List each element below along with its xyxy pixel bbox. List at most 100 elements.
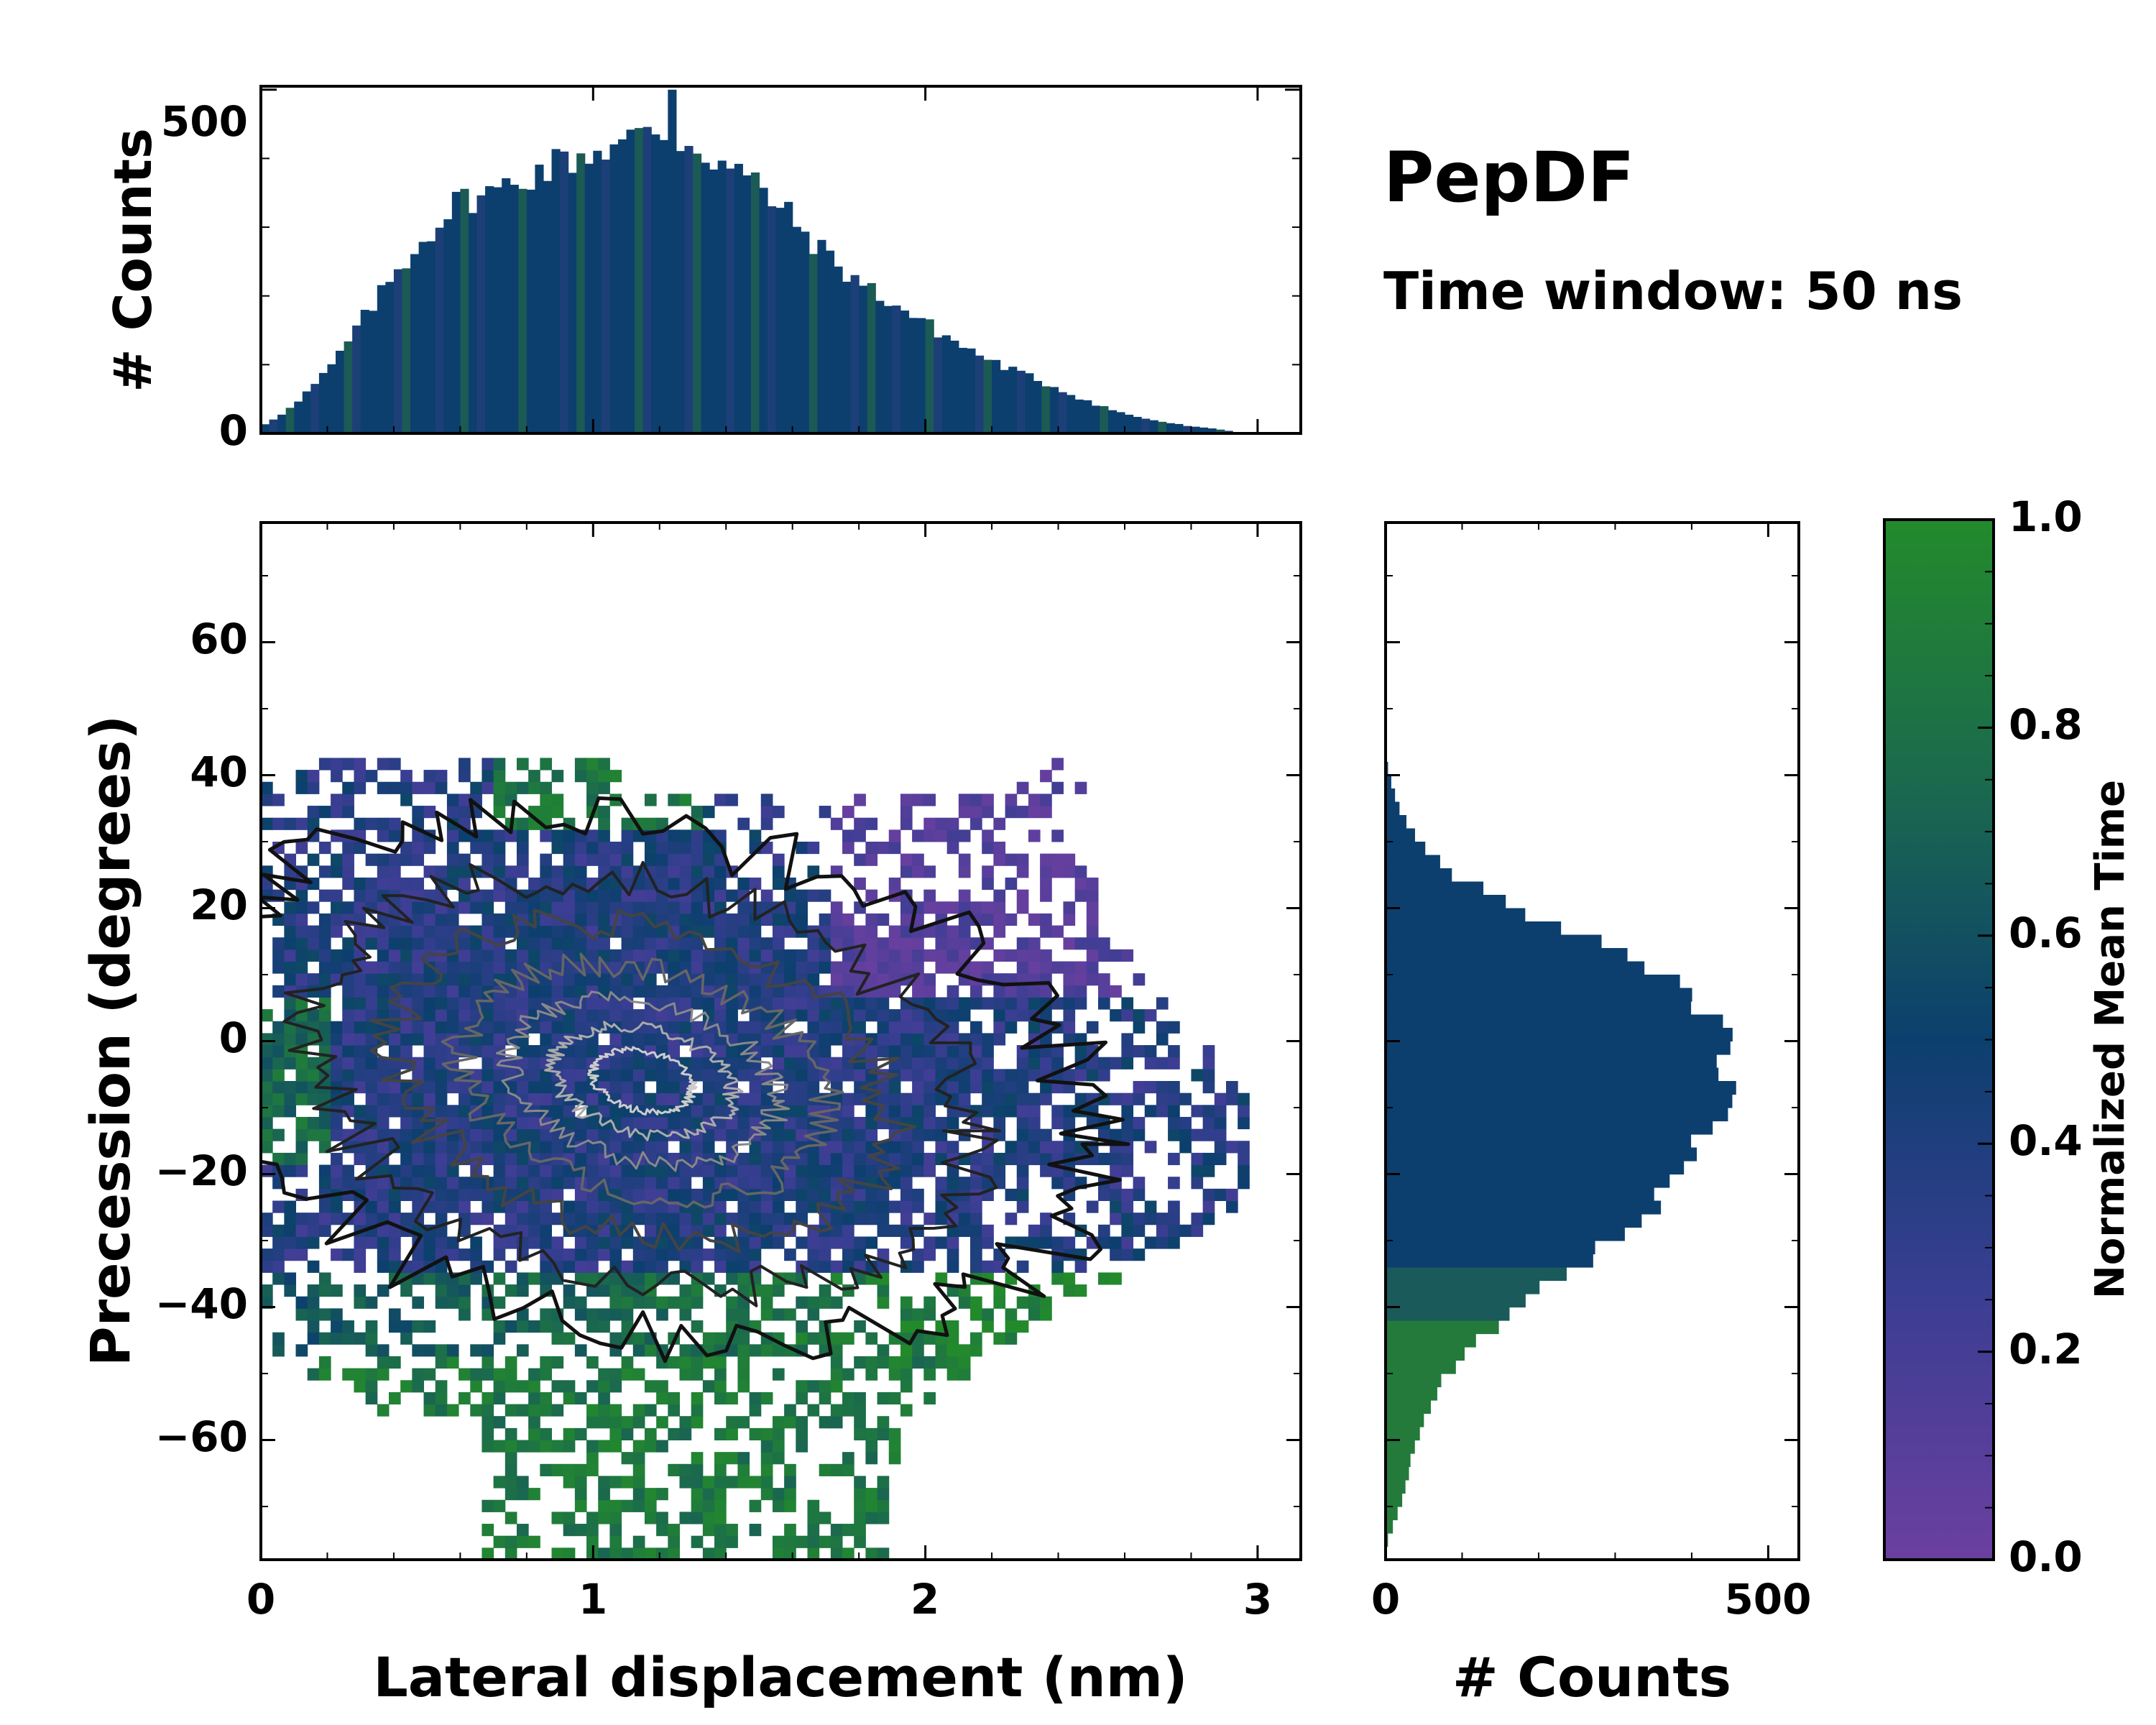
- right-hist-bar: [1386, 868, 1452, 883]
- heatmap-cell: [714, 937, 727, 950]
- heatmap-cell: [819, 1284, 831, 1297]
- heatmap-cell: [470, 1081, 482, 1094]
- heatmap-cell: [563, 1248, 576, 1261]
- heatmap-cell: [935, 961, 948, 974]
- heatmap-cell: [423, 1152, 436, 1166]
- colorbar-ticks: [1978, 518, 1994, 1561]
- heatmap-cell: [1016, 806, 1029, 819]
- heatmap-cell: [749, 1427, 762, 1440]
- heatmap-cell: [714, 1463, 727, 1476]
- heatmap-cell: [784, 1547, 796, 1560]
- heatmap-cell: [865, 842, 878, 855]
- heatmap-cell: [935, 997, 948, 1010]
- heatmap-cell: [830, 901, 843, 914]
- heatmap-cell: [935, 1200, 948, 1213]
- heatmap-cell: [691, 1392, 704, 1405]
- heatmap-cell: [714, 853, 727, 866]
- heatmap-cell: [586, 1164, 599, 1177]
- heatmap-cell: [668, 829, 680, 842]
- heatmap-cell: [691, 1499, 704, 1512]
- heatmap-cell: [446, 829, 459, 842]
- heatmap-cell: [1168, 1105, 1180, 1118]
- heatmap-cell: [749, 973, 762, 986]
- heatmap-cell: [993, 1332, 1006, 1345]
- heatmap-cell: [668, 1092, 680, 1105]
- heatmap-cell: [365, 853, 378, 866]
- heatmap-cell: [714, 1368, 727, 1381]
- heatmap-cell: [1110, 985, 1122, 998]
- heatmap-cell: [656, 1092, 668, 1105]
- heatmap-cell: [342, 961, 354, 974]
- heatmap-cell: [1040, 1057, 1052, 1070]
- heatmap-cell: [1040, 985, 1052, 998]
- heatmap-cell: [388, 949, 401, 962]
- heatmap-cell: [493, 1272, 506, 1285]
- heatmap-cell: [261, 1057, 273, 1070]
- heatmap-cell: [423, 1368, 436, 1381]
- heatmap-cell: [342, 1009, 354, 1022]
- heatmap-cell: [342, 781, 354, 794]
- heatmap-cell: [1040, 770, 1052, 783]
- heatmap-cell: [586, 997, 599, 1010]
- heatmap-cell: [331, 758, 343, 770]
- heatmap-cell: [923, 1356, 936, 1369]
- heatmap-cell: [702, 1488, 715, 1501]
- heatmap-cell: [865, 925, 878, 938]
- heatmap-cell: [737, 1116, 750, 1130]
- heatmap-cell: [505, 925, 517, 938]
- heatmap-cell: [796, 1392, 808, 1405]
- heatmap-cell: [435, 1392, 448, 1405]
- heatmap-cell: [679, 961, 692, 974]
- heatmap-cell: [365, 1213, 378, 1225]
- heatmap-cell: [412, 1033, 425, 1046]
- heatmap-cell: [342, 794, 354, 806]
- heatmap-cell: [284, 1213, 297, 1225]
- top-hist-bar: [1166, 423, 1175, 433]
- heatmap-cell: [284, 1092, 297, 1105]
- heatmap-cell: [470, 1248, 482, 1261]
- heatmap-cell: [702, 853, 715, 866]
- heatmap-cell: [342, 1320, 354, 1333]
- heatmap-cell: [1179, 1116, 1192, 1130]
- heatmap-cell: [819, 961, 831, 974]
- heatmap-cell: [563, 901, 576, 914]
- top-hist-bar: [493, 187, 502, 433]
- heatmap-cell: [540, 949, 553, 962]
- heatmap-cell: [493, 1236, 506, 1249]
- heatmap-cell: [923, 949, 936, 962]
- heatmap-cell: [749, 1152, 762, 1166]
- heatmap-cell: [912, 865, 924, 878]
- heatmap-cell: [1051, 1177, 1064, 1190]
- top-hist-bar: [1182, 426, 1192, 433]
- heatmap-cell: [900, 1152, 913, 1166]
- heatmap-cell: [714, 1092, 727, 1105]
- right-hist-bar: [1386, 948, 1628, 962]
- heatmap-cell: [784, 1524, 796, 1537]
- heatmap-cell: [1168, 1213, 1180, 1225]
- heatmap-cell: [784, 1188, 796, 1201]
- heatmap-cell: [586, 1128, 599, 1141]
- top-hist-bar: [1133, 417, 1142, 433]
- heatmap-cell: [993, 1116, 1006, 1130]
- heatmap-cell: [423, 1164, 436, 1177]
- heatmap-cell: [482, 829, 494, 842]
- heatmap-cell: [760, 1200, 773, 1213]
- heatmap-cell: [528, 1440, 540, 1453]
- heatmap-cell: [807, 1308, 820, 1321]
- heatmap-cell: [842, 1116, 854, 1130]
- heatmap-cell: [760, 1141, 773, 1154]
- heatmap-cell: [691, 865, 704, 878]
- heatmap-cell: [261, 1128, 273, 1141]
- heatmap-cell: [830, 997, 843, 1010]
- heatmap-cell: [737, 925, 750, 938]
- heatmap-cell: [412, 901, 425, 914]
- heatmap-cell: [318, 1213, 331, 1225]
- heatmap-cell: [459, 1116, 471, 1130]
- heatmap-cell: [354, 758, 367, 770]
- heatmap-cell: [318, 1224, 331, 1237]
- heatmap-cell: [1110, 1164, 1122, 1177]
- heatmap-cell: [563, 985, 576, 998]
- top-hist-bar: [917, 318, 926, 433]
- heatmap-cell: [714, 1116, 727, 1130]
- heatmap-cell: [935, 1092, 948, 1105]
